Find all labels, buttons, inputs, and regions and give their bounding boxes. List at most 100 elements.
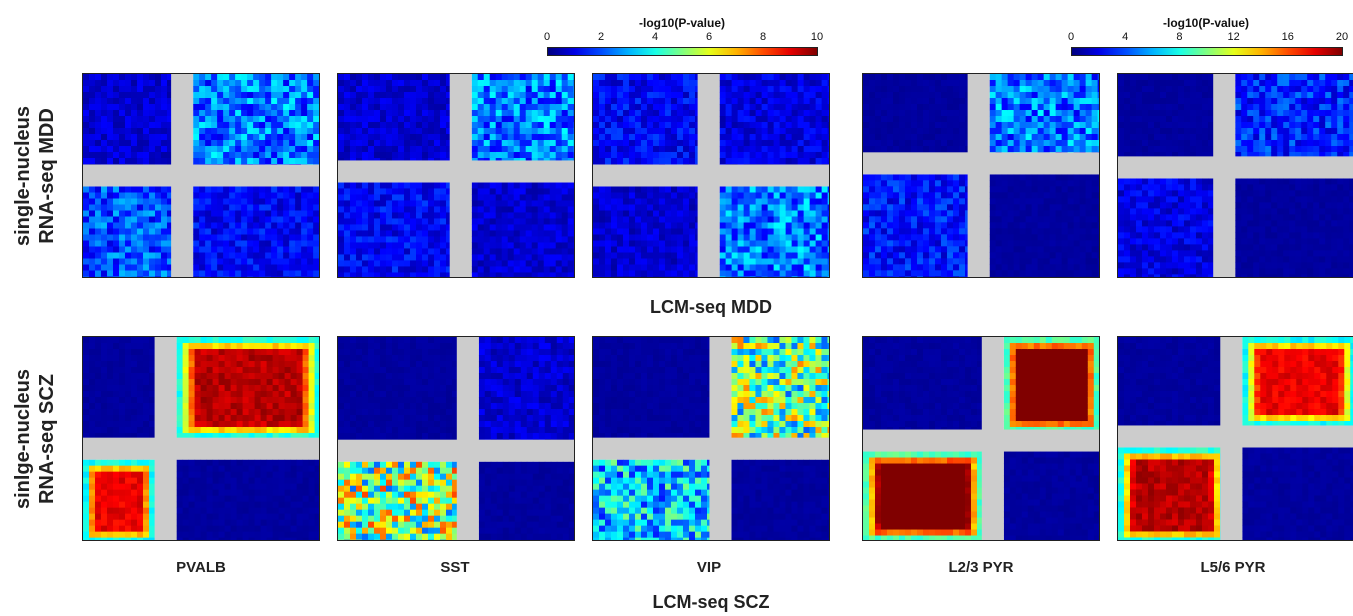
- heatmap-cell: [1091, 264, 1099, 271]
- heatmap-cell: [1013, 276, 1021, 277]
- heatmap-cell: [1073, 204, 1081, 211]
- heatmap-cell: [483, 230, 491, 237]
- heatmap-cell: [725, 216, 733, 223]
- heatmap-cell: [797, 92, 805, 99]
- heatmap-cell: [501, 182, 509, 189]
- heatmap-cell: [1061, 98, 1069, 105]
- heatmap-cell: [1166, 74, 1173, 81]
- heatmap-cell: [635, 186, 642, 193]
- heatmap-cell: [1091, 140, 1099, 147]
- heatmap-cell: [1160, 98, 1167, 105]
- heatmap-cell: [1091, 276, 1099, 277]
- heatmap-cell: [797, 74, 805, 81]
- heatmap-cell: [543, 134, 551, 141]
- heatmap-cell: [362, 200, 369, 207]
- heatmap-cell: [809, 264, 817, 271]
- heatmap-cell: [743, 186, 751, 193]
- heatmap-cell: [555, 152, 563, 159]
- heatmap-cell: [665, 276, 672, 277]
- heatmap-cell: [167, 234, 174, 241]
- heatmap-cell: [1025, 198, 1033, 205]
- heatmap-cell: [525, 212, 533, 219]
- heatmap-cell: [947, 104, 954, 111]
- heatmap-cell: [593, 186, 600, 193]
- heatmap-cell: [495, 74, 503, 81]
- heatmap-cell: [392, 272, 399, 277]
- heatmap-cell: [1007, 210, 1015, 217]
- heatmap-cell: [791, 204, 799, 211]
- heatmap-cell: [995, 264, 1003, 271]
- heatmap-cell: [531, 194, 539, 201]
- heatmap-cell: [131, 158, 138, 165]
- heatmap-cell: [356, 110, 363, 117]
- heatmap-cell: [471, 224, 479, 231]
- heatmap-cell: [235, 270, 242, 277]
- heatmap-cell: [1037, 92, 1045, 99]
- heatmap-cell: [446, 182, 453, 189]
- heatmap-cell: [611, 264, 618, 271]
- heatmap-cell: [1124, 92, 1131, 99]
- heatmap-cell: [356, 218, 363, 225]
- heatmap-cell: [1160, 104, 1167, 111]
- heatmap-cell: [428, 206, 435, 213]
- heatmap-cell: [893, 110, 900, 117]
- heatmap-cell: [137, 234, 144, 241]
- heatmap-cell: [755, 74, 763, 81]
- heatmap-cell: [809, 152, 817, 159]
- heatmap-cell: [617, 80, 624, 87]
- heatmap-cell: [422, 92, 429, 99]
- heatmap-cell: [1001, 110, 1009, 117]
- heatmap-cell: [1031, 74, 1039, 81]
- heatmap-cell: [344, 110, 351, 117]
- heatmap-cell: [501, 194, 509, 201]
- heatmap-cell: [659, 134, 666, 141]
- heatmap-cell: [259, 252, 266, 259]
- heatmap-cell: [1142, 152, 1149, 159]
- heatmap-cell: [749, 222, 757, 229]
- heatmap-cell: [665, 86, 672, 93]
- heatmap-cell: [155, 134, 162, 141]
- heatmap-cell: [483, 128, 491, 135]
- heatmap-cell: [635, 74, 642, 81]
- heatmap-cell: [229, 122, 236, 129]
- heatmap-cell: [217, 92, 224, 99]
- heatmap-cell: [235, 216, 242, 223]
- heatmap-cell: [537, 128, 545, 135]
- heatmap-cell: [555, 272, 563, 277]
- heatmap-cell: [929, 86, 936, 93]
- heatmap-cell: [677, 270, 684, 277]
- heatmap-cell: [217, 158, 224, 165]
- heatmap-cell: [911, 146, 918, 153]
- heatmap-cell: [483, 248, 491, 255]
- heatmap-cell: [489, 224, 497, 231]
- heatmap-cell: [374, 182, 381, 189]
- heatmap-cell: [1178, 116, 1185, 123]
- heatmap-cell: [477, 266, 485, 273]
- heatmap-cell: [125, 222, 132, 229]
- heatmap-cell: [525, 266, 533, 273]
- heatmap-cell: [1067, 186, 1075, 193]
- heatmap-cell: [731, 92, 739, 99]
- heatmap-cell: [647, 186, 654, 193]
- heatmap-cell: [428, 86, 435, 93]
- heatmap-cell: [567, 236, 574, 243]
- heatmap-cell: [947, 98, 954, 105]
- heatmap-cell: [113, 86, 120, 93]
- heatmap-cell: [253, 258, 260, 265]
- heatmap-cell: [959, 240, 966, 247]
- heatmap-cell: [205, 110, 212, 117]
- heatmap-cell: [283, 134, 290, 141]
- heatmap-cell: [941, 252, 948, 259]
- heatmap-cell: [428, 242, 435, 249]
- heatmap-cell: [1253, 128, 1260, 135]
- heatmap-cell: [561, 116, 569, 123]
- heatmap-cell: [307, 74, 314, 81]
- heatmap-cell: [1130, 116, 1137, 123]
- heatmap-cell: [767, 110, 775, 117]
- heatmap-cell: [1049, 128, 1057, 135]
- heatmap-cell: [229, 86, 236, 93]
- heatmap-cell: [356, 146, 363, 153]
- heatmap-cell: [1079, 140, 1087, 147]
- heatmap-cell: [725, 110, 733, 117]
- heatmap-cell: [743, 74, 751, 81]
